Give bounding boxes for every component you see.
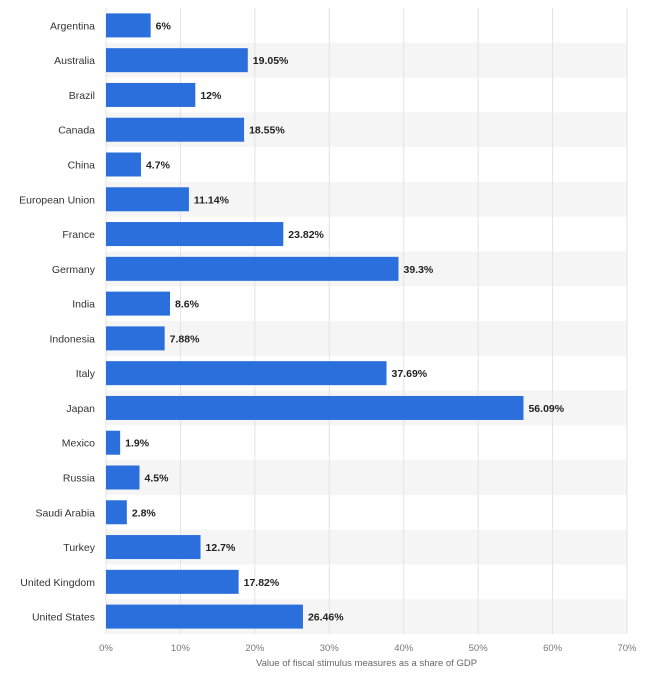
category-label: Germany [52, 264, 96, 276]
category-label: United States [32, 612, 95, 624]
category-label: Canada [58, 125, 95, 137]
category-label: Russia [63, 473, 95, 485]
bar [106, 291, 171, 316]
gridlines [105, 8, 628, 634]
x-tick-label: 40% [394, 643, 414, 654]
value-label: 26.46% [308, 612, 344, 624]
category-label: Argentina [50, 20, 95, 32]
value-label: 17.82% [244, 577, 280, 589]
category-label: Turkey [63, 542, 95, 554]
value-label: 4.5% [144, 473, 169, 485]
category-label: Italy [76, 368, 96, 380]
category-label: United Kingdom [20, 577, 95, 589]
bars [106, 13, 524, 629]
category-label: European Union [19, 194, 95, 206]
bar [106, 256, 399, 281]
bar [106, 430, 121, 455]
bar [106, 500, 127, 525]
category-labels: Argentina Australia Brazil Canada China Europ… [19, 20, 96, 623]
x-tick-label: 60% [543, 643, 563, 654]
value-label: 19.05% [253, 55, 289, 67]
category-label: Japan [66, 403, 95, 415]
value-labels: 6% 19.05% 12% 18.55% 4.7% 11.14% 23.82% 39.3% 8.… [125, 20, 565, 623]
bar [106, 187, 189, 212]
x-tick-label: 20% [245, 643, 265, 654]
bar [106, 13, 151, 38]
bar [106, 465, 140, 490]
x-tick-label: 30% [320, 643, 340, 654]
category-label: Mexico [62, 438, 95, 450]
value-label: 12% [200, 90, 222, 102]
category-label: Brazil [69, 90, 95, 102]
value-label: 11.14% [194, 194, 230, 206]
value-label: 6% [156, 20, 172, 32]
bar [106, 326, 165, 351]
bar [106, 48, 248, 73]
x-tick-label: 70% [617, 643, 637, 654]
value-label: 18.55% [249, 125, 285, 137]
value-label: 1.9% [125, 438, 150, 450]
row-stripe [106, 321, 627, 356]
row-stripe [106, 181, 627, 217]
category-label: China [68, 160, 96, 172]
row-stripe [106, 460, 627, 495]
value-label: 4.7% [146, 160, 171, 172]
value-label: 56.09% [528, 403, 564, 415]
value-label: 39.3% [404, 264, 434, 276]
x-tick-labels: 0% 10% 20% 30% 40% 50% 60% 70% [99, 643, 637, 654]
x-tick-label: 0% [99, 643, 113, 654]
category-label: Indonesia [49, 333, 95, 345]
category-label: Australia [54, 55, 95, 67]
bar [106, 82, 196, 107]
x-tick-label: 50% [469, 643, 489, 654]
value-label: 2.8% [132, 507, 157, 519]
bar [106, 535, 201, 560]
bar [106, 569, 239, 594]
category-label: France [62, 229, 95, 241]
x-axis-title: Value of fiscal stimulus measures as a s… [256, 658, 477, 669]
category-label: Saudi Arabia [35, 507, 95, 519]
bar [106, 361, 387, 386]
value-label: 7.88% [170, 333, 200, 345]
value-label: 23.82% [288, 229, 324, 241]
value-label: 8.6% [175, 299, 200, 311]
bar [106, 395, 524, 420]
category-label: India [72, 299, 95, 311]
bar [106, 604, 303, 629]
bar [106, 117, 245, 142]
value-label: 12.7% [206, 542, 236, 554]
x-tick-label: 10% [171, 643, 191, 654]
bar [106, 152, 141, 177]
bar [106, 222, 284, 247]
value-label: 37.69% [392, 368, 428, 380]
